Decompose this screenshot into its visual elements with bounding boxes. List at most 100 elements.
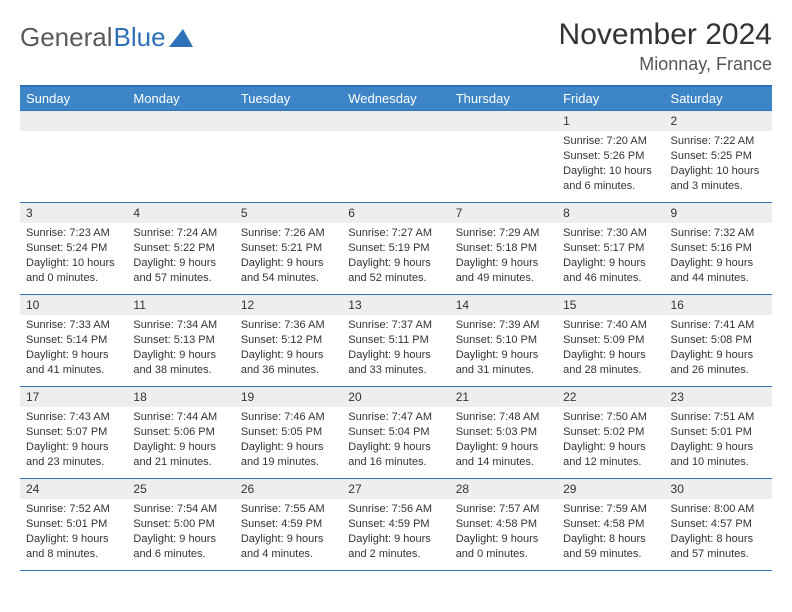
day-line-sr: Sunrise: 7:44 AM [133, 410, 228, 425]
day-line-d2: and 54 minutes. [241, 271, 336, 286]
day-line-sr: Sunrise: 7:41 AM [671, 318, 766, 333]
day-body: Sunrise: 7:59 AMSunset: 4:58 PMDaylight:… [557, 499, 664, 565]
day-line-ss: Sunset: 5:22 PM [133, 241, 228, 256]
day-number: 24 [20, 479, 127, 499]
day-line-sr: Sunrise: 7:48 AM [456, 410, 551, 425]
day-line-d1: Daylight: 9 hours [456, 440, 551, 455]
day-body: Sunrise: 7:27 AMSunset: 5:19 PMDaylight:… [342, 223, 449, 289]
weekday-header: Friday [557, 86, 664, 111]
day-body: Sunrise: 7:36 AMSunset: 5:12 PMDaylight:… [235, 315, 342, 381]
day-line-d2: and 52 minutes. [348, 271, 443, 286]
calendar-cell: 12Sunrise: 7:36 AMSunset: 5:12 PMDayligh… [235, 295, 342, 387]
day-line-ss: Sunset: 5:01 PM [671, 425, 766, 440]
day-line-ss: Sunset: 5:19 PM [348, 241, 443, 256]
day-line-d1: Daylight: 8 hours [563, 532, 658, 547]
day-number: 1 [557, 111, 664, 131]
day-line-d2: and 41 minutes. [26, 363, 121, 378]
calendar-table: SundayMondayTuesdayWednesdayThursdayFrid… [20, 85, 772, 571]
day-line-ss: Sunset: 5:26 PM [563, 149, 658, 164]
calendar-cell [342, 111, 449, 203]
day-line-ss: Sunset: 5:04 PM [348, 425, 443, 440]
calendar-cell: 20Sunrise: 7:47 AMSunset: 5:04 PMDayligh… [342, 387, 449, 479]
calendar-body: 1Sunrise: 7:20 AMSunset: 5:26 PMDaylight… [20, 111, 772, 571]
month-title: November 2024 [559, 18, 772, 52]
day-line-d2: and 26 minutes. [671, 363, 766, 378]
day-line-d1: Daylight: 9 hours [671, 348, 766, 363]
day-line-sr: Sunrise: 7:26 AM [241, 226, 336, 241]
day-number: 13 [342, 295, 449, 315]
day-number: 30 [665, 479, 772, 499]
day-line-d2: and 23 minutes. [26, 455, 121, 470]
calendar-cell: 9Sunrise: 7:32 AMSunset: 5:16 PMDaylight… [665, 203, 772, 295]
day-body: Sunrise: 7:26 AMSunset: 5:21 PMDaylight:… [235, 223, 342, 289]
day-line-ss: Sunset: 5:05 PM [241, 425, 336, 440]
calendar-cell: 25Sunrise: 7:54 AMSunset: 5:00 PMDayligh… [127, 479, 234, 571]
day-line-ss: Sunset: 5:07 PM [26, 425, 121, 440]
weekday-header: Tuesday [235, 86, 342, 111]
day-line-d1: Daylight: 9 hours [563, 348, 658, 363]
calendar-week-row: 17Sunrise: 7:43 AMSunset: 5:07 PMDayligh… [20, 387, 772, 479]
day-line-d2: and 14 minutes. [456, 455, 551, 470]
day-line-d1: Daylight: 10 hours [671, 164, 766, 179]
calendar-cell: 18Sunrise: 7:44 AMSunset: 5:06 PMDayligh… [127, 387, 234, 479]
day-number: 29 [557, 479, 664, 499]
calendar-cell: 21Sunrise: 7:48 AMSunset: 5:03 PMDayligh… [450, 387, 557, 479]
day-number: 6 [342, 203, 449, 223]
calendar-head: SundayMondayTuesdayWednesdayThursdayFrid… [20, 86, 772, 111]
calendar-cell: 26Sunrise: 7:55 AMSunset: 4:59 PMDayligh… [235, 479, 342, 571]
day-line-ss: Sunset: 5:24 PM [26, 241, 121, 256]
day-line-d2: and 21 minutes. [133, 455, 228, 470]
day-line-sr: Sunrise: 7:43 AM [26, 410, 121, 425]
day-line-d2: and 0 minutes. [26, 271, 121, 286]
day-line-d1: Daylight: 9 hours [241, 348, 336, 363]
weekday-header: Sunday [20, 86, 127, 111]
day-line-sr: Sunrise: 7:29 AM [456, 226, 551, 241]
day-line-d2: and 3 minutes. [671, 179, 766, 194]
day-number: 14 [450, 295, 557, 315]
day-body: Sunrise: 7:33 AMSunset: 5:14 PMDaylight:… [20, 315, 127, 381]
day-number: 3 [20, 203, 127, 223]
title-block: November 2024 Mionnay, France [559, 18, 772, 75]
day-line-d2: and 12 minutes. [563, 455, 658, 470]
day-line-d2: and 38 minutes. [133, 363, 228, 378]
day-line-d1: Daylight: 9 hours [563, 256, 658, 271]
day-line-sr: Sunrise: 7:51 AM [671, 410, 766, 425]
day-number: 4 [127, 203, 234, 223]
day-number: 9 [665, 203, 772, 223]
day-line-d1: Daylight: 9 hours [133, 348, 228, 363]
day-line-d1: Daylight: 9 hours [671, 440, 766, 455]
weekday-header: Thursday [450, 86, 557, 111]
calendar-cell [127, 111, 234, 203]
day-line-sr: Sunrise: 7:30 AM [563, 226, 658, 241]
day-number: 8 [557, 203, 664, 223]
day-line-sr: Sunrise: 7:52 AM [26, 502, 121, 517]
day-line-sr: Sunrise: 7:40 AM [563, 318, 658, 333]
day-line-ss: Sunset: 5:14 PM [26, 333, 121, 348]
day-line-sr: Sunrise: 7:57 AM [456, 502, 551, 517]
day-line-d2: and 31 minutes. [456, 363, 551, 378]
day-number: 16 [665, 295, 772, 315]
day-line-ss: Sunset: 5:21 PM [241, 241, 336, 256]
day-number: 5 [235, 203, 342, 223]
day-line-d2: and 46 minutes. [563, 271, 658, 286]
calendar-cell: 5Sunrise: 7:26 AMSunset: 5:21 PMDaylight… [235, 203, 342, 295]
day-line-d2: and 16 minutes. [348, 455, 443, 470]
day-line-ss: Sunset: 5:16 PM [671, 241, 766, 256]
day-line-sr: Sunrise: 7:39 AM [456, 318, 551, 333]
day-number: 22 [557, 387, 664, 407]
day-number: 15 [557, 295, 664, 315]
day-line-d2: and 33 minutes. [348, 363, 443, 378]
weekday-header: Monday [127, 86, 234, 111]
day-line-ss: Sunset: 5:01 PM [26, 517, 121, 532]
day-line-ss: Sunset: 5:06 PM [133, 425, 228, 440]
day-line-d1: Daylight: 9 hours [348, 532, 443, 547]
day-number: 10 [20, 295, 127, 315]
day-line-d1: Daylight: 9 hours [348, 348, 443, 363]
day-body: Sunrise: 7:57 AMSunset: 4:58 PMDaylight:… [450, 499, 557, 565]
day-body: Sunrise: 7:29 AMSunset: 5:18 PMDaylight:… [450, 223, 557, 289]
day-line-ss: Sunset: 5:17 PM [563, 241, 658, 256]
day-line-d2: and 36 minutes. [241, 363, 336, 378]
day-line-ss: Sunset: 5:11 PM [348, 333, 443, 348]
day-number: 28 [450, 479, 557, 499]
day-line-d2: and 6 minutes. [133, 547, 228, 562]
